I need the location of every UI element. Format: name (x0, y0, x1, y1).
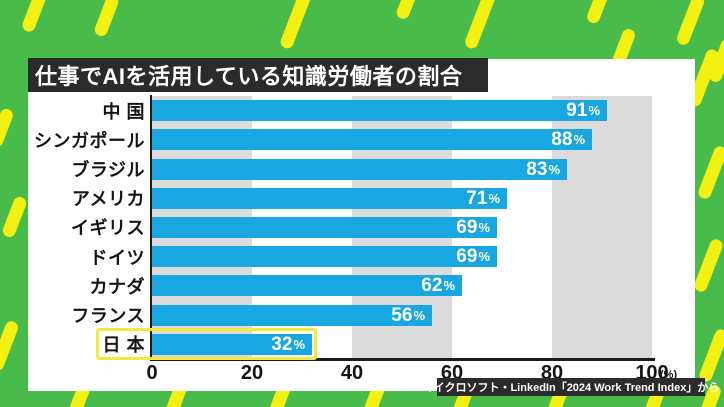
bar-value-unit: % (573, 132, 585, 148)
bar-value-unit: % (413, 307, 425, 323)
bar: 71% (152, 187, 507, 209)
source-text: マイクロソフト・LinkedIn「2024 Work Trend Index」か… (422, 381, 720, 394)
yellow-dash-icon (692, 237, 724, 294)
yellow-dash-icon (675, 0, 706, 47)
bar-value-unit: % (588, 103, 600, 119)
x-tick-label: 0 (146, 362, 158, 384)
bar-value: 32 (271, 333, 293, 355)
chart-title-bar: 仕事でAIを活用している知識労働者の割合 (28, 58, 488, 92)
bar-row: アメリカ 71% (28, 184, 695, 213)
bar-row: 中 国 91% (28, 96, 695, 125)
bar-row: カナダ 62% (28, 271, 695, 300)
bar-value-unit: % (548, 161, 560, 177)
category-label: 日 本 (102, 335, 145, 356)
bar: 91% (152, 100, 607, 122)
yellow-dash-icon (585, 0, 612, 26)
bar-value: 83 (526, 158, 548, 180)
yellow-dash-icon (0, 106, 15, 150)
chart-title: 仕事でAIを活用している知識労働者の割合 (35, 64, 463, 89)
category-label: ブラジル (71, 160, 145, 181)
bar-value: 56 (391, 304, 413, 326)
chart-panel: 中 国 91% シンガポール 88% ブラジル 83% アメリカ 71% イギリス 69% ドイツ 6… (28, 59, 695, 391)
category-label: イギリス (71, 218, 145, 239)
bar-value: 91 (566, 100, 588, 122)
bar-value: 62 (421, 275, 443, 297)
bar-value-unit: % (293, 336, 305, 352)
x-axis-line (149, 358, 655, 361)
bar: 56% (152, 304, 432, 326)
category-label: アメリカ (71, 189, 145, 210)
bar-value: 71 (466, 187, 488, 209)
yellow-dash-icon (20, 0, 53, 34)
category-label: シンガポール (34, 130, 145, 151)
bar-row: シンガポール 88% (28, 125, 695, 154)
bar-row: イギリス 69% (28, 213, 695, 242)
bar-value-unit: % (478, 219, 490, 235)
bar: 69% (152, 246, 497, 268)
bar: 88% (152, 129, 592, 151)
yellow-dash-icon (394, 0, 425, 21)
bar-value: 69 (456, 216, 478, 238)
yellow-dash-icon (0, 195, 29, 239)
yellow-dash-icon (463, 0, 498, 51)
category-label: 中 国 (102, 101, 145, 122)
x-tick-label: 40 (340, 362, 364, 384)
bar: 69% (152, 216, 497, 238)
category-label: フランス (71, 306, 145, 327)
bar-value: 88 (551, 129, 573, 151)
yellow-dash-icon (278, 0, 315, 51)
bar-row: フランス 56% (28, 301, 695, 330)
bar-value: 69 (456, 246, 478, 268)
bar-row: ドイツ 69% (28, 242, 695, 271)
source-attribution-bar: マイクロソフト・LinkedIn「2024 Work Trend Index」か… (423, 378, 719, 396)
bar: 83% (152, 158, 567, 180)
bar-value-unit: % (443, 278, 455, 294)
yellow-dash-icon (0, 319, 20, 373)
bar-value-unit: % (488, 190, 500, 206)
bar: 32% (152, 333, 312, 355)
x-tick-label: 20 (240, 362, 264, 384)
bar-rows: 中 国 91% シンガポール 88% ブラジル 83% アメリカ 71% イギリス 69% ドイツ 6… (28, 96, 695, 359)
bar-row: ブラジル 83% (28, 154, 695, 183)
category-label: カナダ (89, 276, 145, 297)
y-axis-line (149, 95, 152, 361)
yellow-dash-icon (696, 144, 724, 201)
bar-value-unit: % (478, 249, 490, 265)
yellow-dash-icon (92, 0, 121, 38)
category-label: ドイツ (89, 247, 145, 268)
bar: 62% (152, 275, 462, 297)
yellow-dash-icon (697, 327, 724, 384)
japan-highlight-box (96, 327, 317, 361)
bar-row: 日 本 32% (28, 330, 695, 359)
